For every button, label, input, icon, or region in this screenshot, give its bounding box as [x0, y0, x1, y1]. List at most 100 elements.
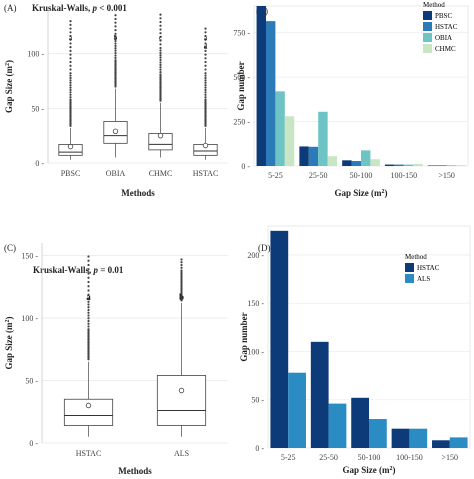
outlier-point	[204, 34, 207, 38]
bar-1-obia-3	[403, 164, 414, 166]
bar-1-chmc-2	[370, 159, 380, 166]
bar-1-obia-4	[446, 165, 457, 166]
outlier-point	[114, 21, 117, 24]
outlier-point	[204, 31, 207, 34]
outlier-point	[87, 306, 90, 309]
outlier-point	[204, 88, 207, 92]
outlier-point	[204, 98, 207, 101]
outlier-point	[204, 79, 207, 82]
outlier-point	[159, 70, 162, 74]
bar-1-pbsc-0	[256, 6, 266, 166]
outlier-point	[180, 258, 183, 261]
bar-1-hstac-1	[308, 146, 319, 166]
y-tick-2-3: 150 -	[21, 252, 38, 261]
outlier-point	[114, 44, 117, 47]
outlier-point	[114, 32, 117, 35]
bar-1-chmc-1	[327, 156, 338, 166]
outlier-point	[114, 14, 117, 17]
legend-label-1-2: OBIA	[435, 34, 452, 42]
bar-1-obia-0	[275, 91, 285, 166]
y-tick-0-1: 50 -	[31, 104, 44, 113]
outlier-point	[159, 68, 162, 71]
bar-1-hstac-3	[394, 164, 404, 166]
legend-label-3-1: ALS	[417, 275, 430, 283]
outlier-point	[204, 81, 207, 84]
outlier-point	[69, 84, 72, 87]
outlier-point	[69, 38, 72, 41]
box-2-1	[156, 375, 207, 426]
bar-1-pbsc-4	[427, 165, 438, 166]
legend-label-1-0: PBSC	[435, 12, 452, 20]
bar-1-pbsc-1	[299, 146, 309, 166]
outlier-point	[159, 58, 162, 62]
outlier-point	[69, 49, 72, 52]
outlier-point	[87, 289, 90, 292]
outlier-point	[69, 31, 72, 34]
y-tick-1-1: 250 -	[233, 118, 250, 127]
outlier-point	[87, 285, 90, 288]
outlier-point	[159, 20, 162, 24]
outlier-point	[204, 53, 207, 56]
kruskal-title-0: Kruskal-Walls, p < 0.001	[32, 3, 127, 13]
legend-swatch-1-0	[423, 11, 432, 20]
y-tick-1-3: 750 -	[233, 29, 250, 38]
bar-1-obia-1	[318, 111, 328, 166]
mean-marker-2-1	[178, 387, 185, 394]
outlier-point	[69, 23, 72, 26]
y-axis-title-0: Gap Size (m2)	[4, 60, 14, 113]
mean-marker-0-1	[112, 128, 119, 135]
outlier-point	[87, 280, 90, 284]
outlier-point	[87, 319, 90, 323]
bar-3-als-1	[328, 403, 347, 448]
y-axis-title-2: Gap Size (m2)	[4, 317, 14, 370]
x-tick-0-0: PBSC	[61, 169, 81, 178]
outlier-point	[204, 57, 207, 60]
outlier-point	[204, 84, 207, 87]
x-tick-1-0: 5-25	[268, 171, 283, 180]
mean-marker-0-0	[67, 143, 74, 150]
outlier-point	[87, 297, 90, 301]
outlier-point	[180, 266, 183, 269]
panel-label-3: (D)	[258, 243, 271, 253]
outlier-point	[204, 38, 207, 41]
outlier-point	[159, 43, 162, 46]
legend-swatch-1-2	[423, 33, 432, 42]
sig-letter-0-1-0: b	[114, 34, 118, 42]
outlier-point	[159, 63, 162, 66]
outlier-point	[204, 74, 207, 77]
x-tick-3-3: 100-150	[396, 453, 423, 462]
outlier-point	[114, 51, 117, 55]
outlier-point	[204, 60, 207, 64]
outlier-point	[87, 303, 90, 306]
x-axis-title-2: Methods	[118, 466, 152, 476]
bar-1-chmc-3	[413, 163, 423, 166]
outlier-point	[69, 60, 72, 64]
outliers-0-1	[114, 14, 117, 88]
outlier-point	[69, 81, 72, 84]
outlier-point	[204, 86, 207, 89]
y-tick-3-3: 150 -	[247, 299, 264, 308]
outlier-point	[87, 325, 90, 328]
outlier-point	[180, 263, 183, 267]
outlier-point	[69, 72, 72, 75]
x-tick-1-3: 100-150	[390, 171, 417, 180]
outlier-point	[159, 54, 162, 57]
outlier-point	[114, 47, 117, 50]
bar-3-hstac-3	[391, 428, 410, 448]
outlier-point	[114, 35, 117, 38]
outlier-point	[69, 42, 72, 45]
mean-marker-0-2	[157, 132, 164, 139]
outlier-point	[69, 64, 72, 67]
outlier-point	[159, 39, 162, 42]
y-tick-0-0: 0 -	[35, 159, 44, 168]
outlier-point	[159, 24, 162, 27]
outlier-point	[159, 51, 162, 54]
x-tick-3-2: 50-100	[358, 453, 381, 462]
bar-3-hstac-1	[310, 341, 329, 448]
legend-title-3: Method	[405, 253, 427, 261]
outlier-point	[159, 73, 162, 76]
outlier-point	[87, 308, 90, 312]
outlier-point	[204, 72, 207, 75]
outlier-point	[87, 259, 90, 262]
